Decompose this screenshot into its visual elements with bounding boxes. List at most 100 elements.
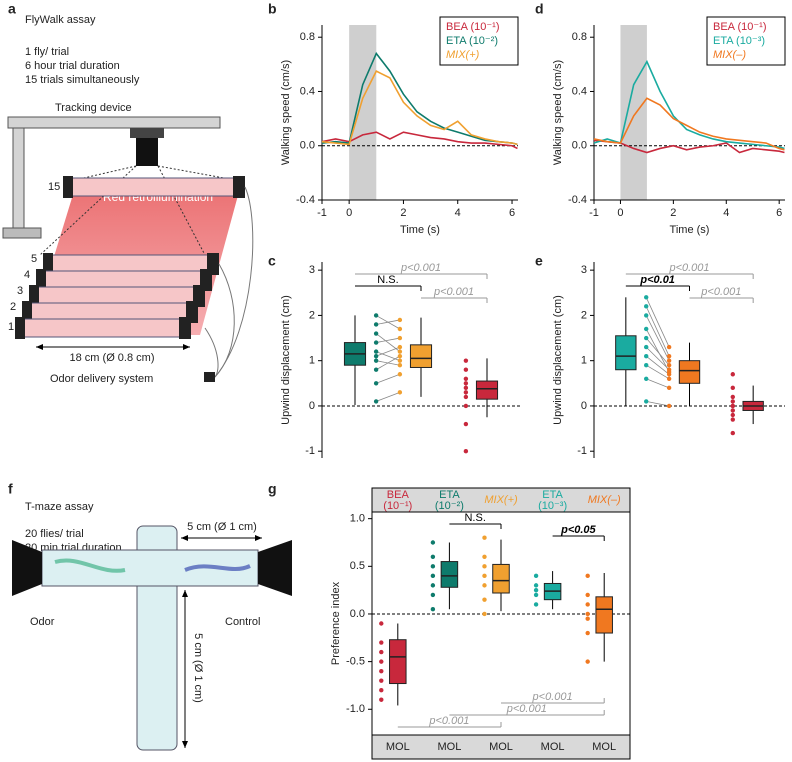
data-point xyxy=(463,449,469,454)
y-tick-label: 3 xyxy=(581,264,587,276)
data-point xyxy=(482,583,487,588)
series-line xyxy=(593,97,785,151)
data-point xyxy=(730,412,735,418)
post xyxy=(12,127,25,229)
pair-line xyxy=(645,315,670,361)
data-point xyxy=(644,326,649,332)
footer-label: MOL xyxy=(489,741,513,753)
footer-label: MOL xyxy=(541,741,565,753)
significance-label: p<0.05 xyxy=(560,524,596,536)
data-point xyxy=(666,344,672,350)
header-label: (10⁻³) xyxy=(538,500,567,512)
air-plume xyxy=(184,564,251,572)
y-tick-label: 2 xyxy=(581,309,587,321)
data-point xyxy=(666,403,672,409)
data-point xyxy=(397,390,403,395)
legend-entry: ETA (10⁻³) xyxy=(713,35,765,47)
label: 5 cm (Ø 1 cm) xyxy=(187,521,257,533)
tube-number: 5 xyxy=(31,253,37,265)
data-point xyxy=(482,597,487,602)
x-tick-label: 0 xyxy=(617,207,623,219)
series-line xyxy=(593,59,785,150)
tube-cap xyxy=(233,176,245,198)
pair-line xyxy=(646,378,670,389)
header-band xyxy=(371,487,631,513)
rail xyxy=(7,116,221,129)
x-tick-label: 0 xyxy=(346,207,352,219)
arrow-head xyxy=(255,535,262,541)
panel-label: g xyxy=(268,481,277,497)
data-point xyxy=(730,372,735,377)
data-point xyxy=(379,668,384,674)
y-axis-label: Preference index xyxy=(330,581,342,665)
odor-plume xyxy=(54,558,126,573)
x-tick-label: -1 xyxy=(589,207,599,219)
stimulus-window xyxy=(349,25,377,200)
data-point xyxy=(463,421,469,427)
data-point xyxy=(430,554,436,559)
data-point xyxy=(644,353,649,359)
y-tick-label: 1 xyxy=(581,355,587,367)
data-point xyxy=(373,331,379,336)
data-point xyxy=(482,564,487,569)
panel-label: d xyxy=(535,1,544,17)
label: 5 cm (Ø 1 cm) xyxy=(192,633,204,703)
data-point xyxy=(373,353,379,359)
data-point xyxy=(430,564,436,569)
data-point xyxy=(463,390,469,395)
box xyxy=(492,563,510,594)
data-point xyxy=(397,358,403,363)
x-tick-label: 2 xyxy=(400,207,406,219)
data-point xyxy=(585,602,590,607)
data-point xyxy=(373,349,379,354)
data-point xyxy=(379,640,384,645)
y-tick-label: -1 xyxy=(305,445,315,457)
data-point xyxy=(397,335,403,341)
significance-label: p<0.001 xyxy=(668,262,709,274)
data-point xyxy=(397,363,403,368)
y-tick-label: 0.8 xyxy=(300,31,315,43)
box xyxy=(389,639,407,685)
data-point xyxy=(373,399,379,404)
arrow-head xyxy=(181,535,188,541)
pair-line xyxy=(646,401,670,407)
data-point xyxy=(585,616,590,621)
y-tick-label: 1.0 xyxy=(350,513,365,525)
data-point xyxy=(373,313,379,318)
data-point xyxy=(730,417,735,422)
data-point xyxy=(533,583,539,588)
tmaze-diagram: T-maze assay 20 flies/ trial 20 min tria… xyxy=(12,501,292,751)
box xyxy=(678,360,701,384)
panel-label: b xyxy=(268,1,277,17)
data-point xyxy=(397,317,403,323)
y-tick-label: 0.8 xyxy=(572,31,587,43)
header-label: MIX(–) xyxy=(588,494,621,506)
y-tick-label: -1.0 xyxy=(346,703,365,715)
pair-line xyxy=(645,306,670,357)
data-point xyxy=(379,697,384,702)
data-point xyxy=(379,688,384,693)
data-point xyxy=(585,659,590,664)
data-point xyxy=(463,403,469,409)
significance-label: N.S. xyxy=(464,512,485,524)
panel-label: e xyxy=(535,253,543,269)
y-tick-label: 0.4 xyxy=(300,85,315,97)
data-point xyxy=(397,344,403,350)
data-point xyxy=(644,304,649,309)
data-point xyxy=(379,621,384,626)
box xyxy=(475,380,499,400)
label: Odor xyxy=(30,616,55,628)
x-tick-label: 4 xyxy=(723,207,729,219)
footer-label: MOL xyxy=(437,741,461,753)
tube-number: 4 xyxy=(24,269,30,281)
diagram-title: T-maze assay xyxy=(25,501,94,513)
legend-entry: BEA (10⁻¹) xyxy=(713,21,767,33)
pair-line xyxy=(645,328,670,373)
data-point xyxy=(430,540,436,545)
tube-number: 1 xyxy=(8,321,14,333)
data-point xyxy=(373,340,379,345)
arrow-head xyxy=(182,590,188,597)
significance-label: p<0.001 xyxy=(400,262,441,274)
series-line xyxy=(321,70,518,146)
data-point xyxy=(430,573,436,579)
